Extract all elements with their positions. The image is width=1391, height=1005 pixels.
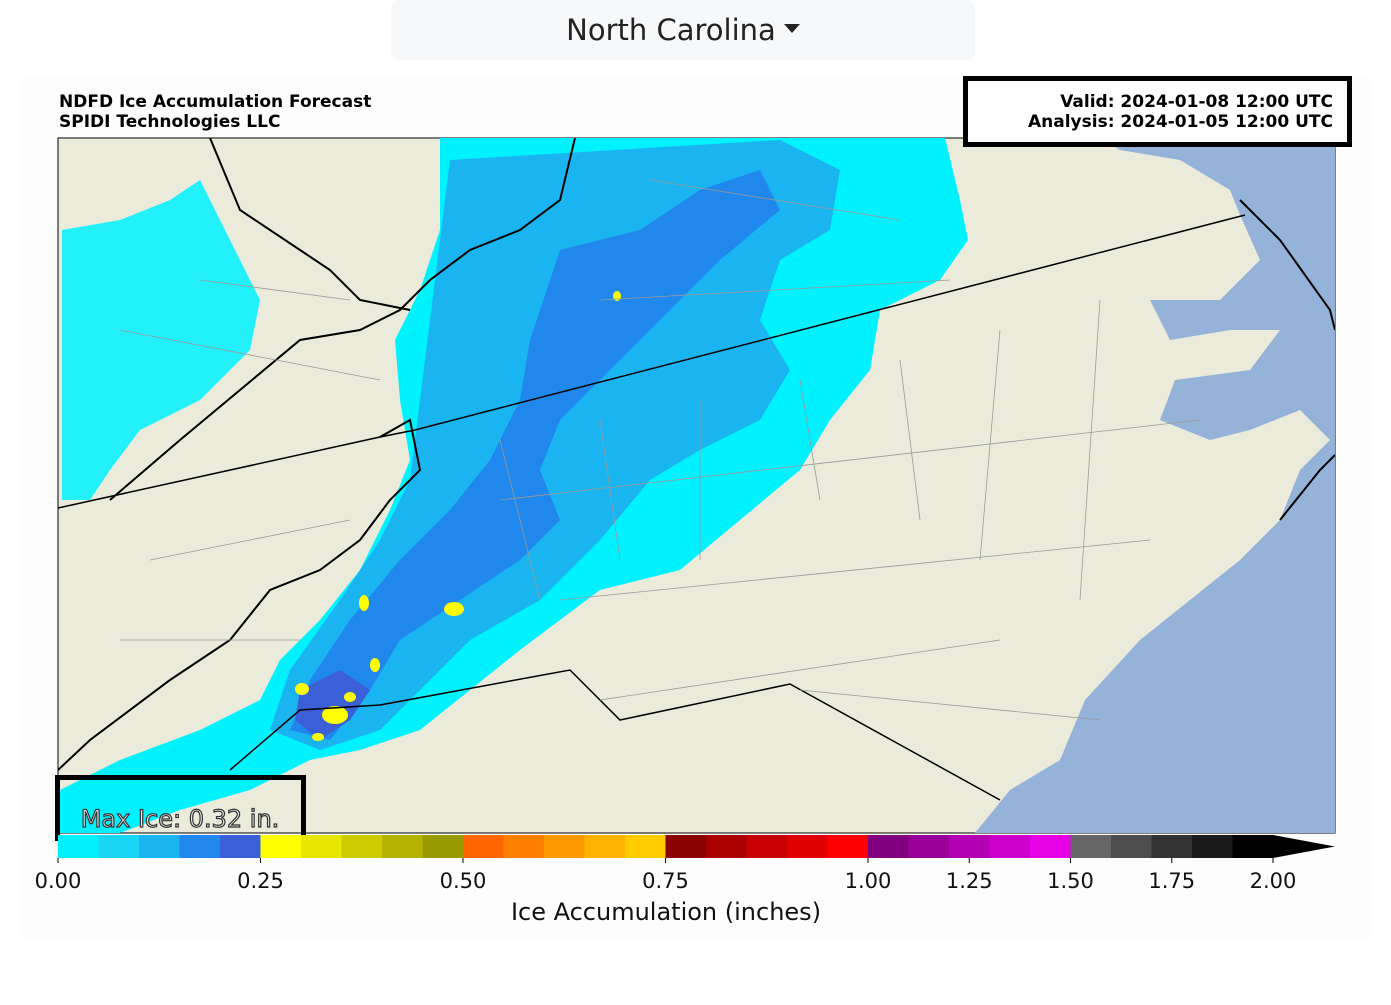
- colorbar-bin: [544, 835, 585, 858]
- colorbar-bin: [503, 835, 545, 858]
- county-lines: [119, 179, 1201, 721]
- ocean: [975, 138, 1335, 833]
- colorbar-bin: [868, 835, 909, 858]
- colorbar-tick-label: 0.00: [35, 869, 82, 893]
- colorbar-bin: [1070, 835, 1112, 858]
- colorbar-bin: [1151, 835, 1193, 858]
- colorbar-tick-label: 2.00: [1250, 869, 1297, 893]
- colorbar-bin: [989, 835, 1031, 858]
- caret-icon: [783, 23, 800, 33]
- outer-banks: [1279, 454, 1335, 521]
- colorbar: 0.00 0.25 0.50 0.75 1.00 1.25 1.50 1.75 2.00: [35, 835, 1335, 893]
- colorbar-bin: [58, 835, 99, 858]
- colorbar-bin: [908, 835, 950, 858]
- colorbar-bin: [382, 835, 423, 858]
- colorbar-bin: [949, 835, 990, 858]
- colorbar-tick-label: 1.75: [1148, 869, 1195, 893]
- colorbar-tick-label: 1.25: [946, 869, 993, 893]
- colorbar-bin: [179, 835, 221, 858]
- region-label: North Carolina: [566, 13, 776, 47]
- ice-field: [295, 670, 370, 740]
- colorbar-bin: [1111, 835, 1152, 858]
- colorbar-bin: [1030, 835, 1071, 858]
- colorbar-bin: [98, 835, 140, 858]
- state-boundaries: [58, 138, 1246, 801]
- colorbar-bin: [787, 835, 828, 858]
- colorbar-tick-label: 1.50: [1047, 869, 1094, 893]
- colorbar-bin: [422, 835, 464, 858]
- colorbar-bin: [625, 835, 666, 858]
- ice-max-spots: [295, 291, 621, 741]
- colorbar-bin: [463, 835, 504, 858]
- colorbar-bin: [260, 835, 302, 858]
- colorbar-bin: [1232, 835, 1274, 858]
- colorbar-bin: [746, 835, 788, 858]
- valid-box: [963, 76, 1352, 147]
- colorbar-label: Ice Accumulation (inches): [511, 898, 821, 926]
- colorbar-bin: [827, 835, 869, 858]
- colorbar-bin: [706, 835, 747, 858]
- ice-field: [290, 170, 780, 740]
- colorbar-bin: [1192, 835, 1233, 858]
- region-dropdown[interactable]: North Carolina: [391, 0, 975, 60]
- ice-field: [62, 180, 260, 500]
- map-source: SPIDI Technologies LLC: [59, 112, 280, 132]
- valid-time: Valid: 2024-01-08 12:00 UTC: [1060, 92, 1333, 112]
- colorbar-extension: [1273, 835, 1335, 858]
- map-title: NDFD Ice Accumulation Forecast: [59, 92, 371, 112]
- map-layers: [58, 138, 1335, 833]
- max-ice-label: Max Ice: 0.32 in.: [81, 805, 280, 833]
- colorbar-tick-label: 0.75: [642, 869, 689, 893]
- colorbar-tick-label: 0.50: [440, 869, 487, 893]
- colorbar-tick-label: 0.25: [237, 869, 284, 893]
- colorbar-tick-label: 1.00: [845, 869, 892, 893]
- colorbar-bin: [301, 835, 342, 858]
- outer-banks: [1239, 199, 1335, 331]
- colorbar-bin: [665, 835, 707, 858]
- colorbar-bin: [584, 835, 626, 858]
- colorbar-bin: [341, 835, 383, 858]
- analysis-time: Analysis: 2024-01-05 12:00 UTC: [1028, 112, 1333, 132]
- colorbar-bin: [139, 835, 180, 858]
- colorbar-bin: [220, 835, 261, 858]
